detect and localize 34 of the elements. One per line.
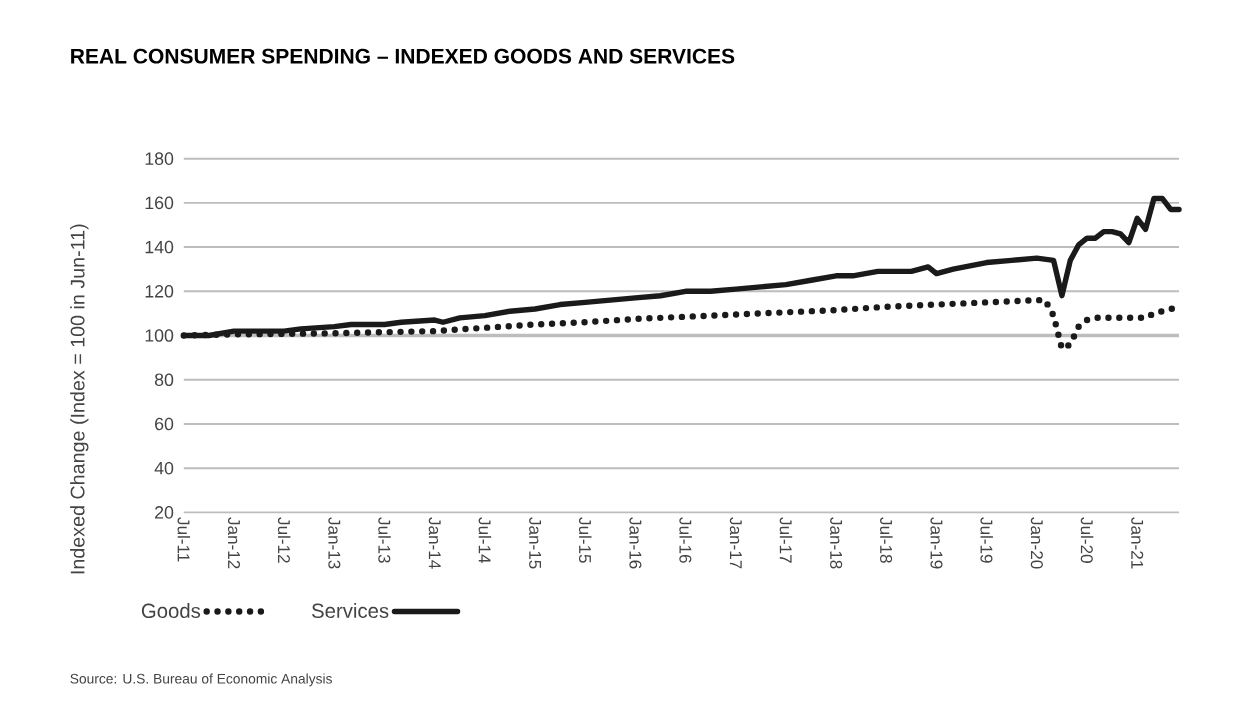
- x-tick-label: Jan-18: [830, 517, 843, 569]
- x-tick-label: Jan-17: [729, 517, 742, 569]
- x-tick-label: Jan-12: [227, 517, 241, 569]
- x-tick-label: Jul-15: [578, 517, 592, 563]
- y-tick-label: 100: [145, 329, 174, 342]
- y-tick-label: 40: [154, 461, 174, 475]
- x-tick-label: Jul-13: [378, 517, 391, 563]
- y-axis-title: Indexed Change (Index = 100 in Jun-11): [70, 224, 89, 574]
- y-tick-label: 160: [145, 196, 174, 210]
- x-tick-label: Jul-19: [980, 517, 993, 563]
- y-tick-label: 20: [155, 505, 174, 519]
- x-tick-label: Jul-17: [779, 517, 793, 563]
- x-tick-label: Jul-12: [277, 517, 291, 563]
- x-tick-label: Jan-14: [428, 517, 441, 569]
- x-tick-label: Jul-18: [880, 517, 893, 563]
- y-tick-label: 60: [155, 417, 174, 431]
- chart-title: REAL CONSUMER SPENDING – INDEXED GOODS AND SERVICES: [71, 48, 735, 64]
- x-tick-label: Jan-20: [1030, 517, 1043, 569]
- y-tick-label: 180: [145, 152, 174, 165]
- legend-label: Services: [311, 602, 389, 618]
- x-tick-label: Jan-13: [328, 517, 341, 569]
- x-tick-label: Jan-16: [629, 517, 642, 569]
- x-tick-label: Jul-11: [177, 517, 191, 562]
- y-tick-label: 140: [145, 240, 174, 254]
- x-tick-label: Jul-16: [679, 517, 692, 563]
- x-tick-label: Jul-14: [478, 517, 492, 563]
- x-tick-label: Jan-15: [529, 517, 541, 569]
- y-tick-label: 120: [145, 284, 174, 298]
- x-tick-label: Jan-21: [1131, 517, 1144, 569]
- source-note: Source: U.S. Bureau of Economic Analysis: [70, 673, 332, 687]
- x-tick-label: Jan-19: [930, 517, 943, 569]
- legend-label: Goods: [141, 602, 201, 618]
- x-tick-label: Jul-20: [1080, 517, 1094, 563]
- y-tick-label: 80: [154, 373, 174, 386]
